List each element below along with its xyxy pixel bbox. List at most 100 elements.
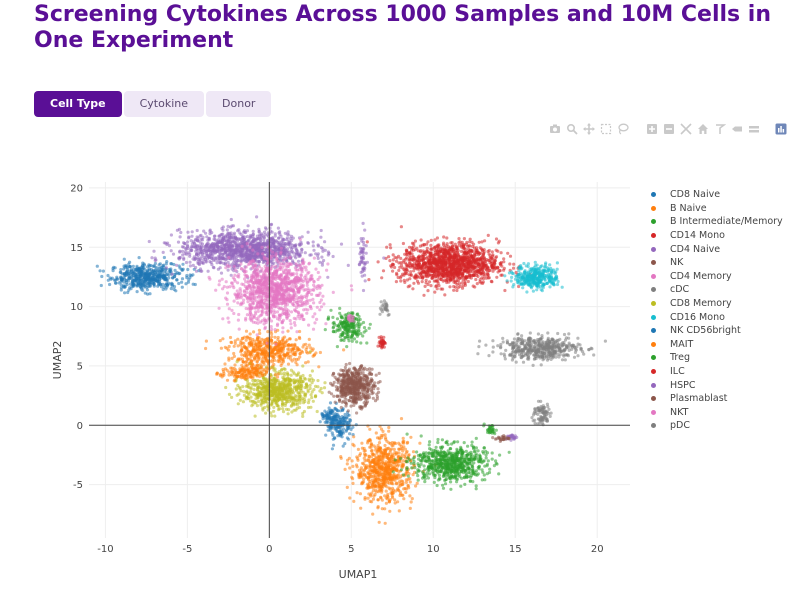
data-point: [260, 359, 264, 363]
camera-icon[interactable]: [548, 122, 561, 135]
data-point: [474, 436, 478, 440]
data-point: [180, 277, 185, 281]
data-point: [448, 285, 452, 289]
data-point: [402, 258, 406, 262]
data-point: [412, 269, 416, 273]
data-point: [481, 450, 485, 454]
data-point: [176, 240, 181, 244]
data-point: [419, 272, 423, 276]
data-point: [366, 470, 370, 474]
lasso-icon[interactable]: [616, 122, 629, 135]
data-point: [453, 476, 457, 480]
data-point: [354, 423, 358, 427]
data-point: [455, 288, 459, 293]
data-point: [206, 269, 210, 273]
data-point: [478, 278, 482, 282]
data-point: [119, 268, 123, 272]
data-point: [398, 490, 402, 494]
plotly-logo-icon[interactable]: [774, 122, 787, 135]
data-point: [430, 269, 434, 273]
data-point: [429, 243, 433, 247]
data-point: [410, 497, 414, 501]
data-point: [405, 466, 409, 470]
data-point: [119, 288, 123, 292]
data-point: [355, 491, 359, 495]
data-point: [326, 317, 330, 321]
data-point: [446, 470, 450, 474]
data-point: [371, 482, 375, 486]
hover-closest-icon[interactable]: [730, 122, 743, 135]
data-point: [454, 258, 458, 262]
data-point: [293, 344, 297, 348]
data-point: [180, 285, 184, 289]
tab-cell-type[interactable]: Cell Type: [34, 91, 122, 117]
data-point: [340, 435, 344, 439]
data-point: [331, 325, 336, 329]
tab-donor[interactable]: Donor: [206, 91, 272, 117]
data-point: [443, 250, 447, 254]
data-point: [326, 428, 330, 432]
zoom-in-icon[interactable]: [645, 122, 658, 135]
data-point: [443, 455, 447, 459]
data-point: [452, 284, 456, 289]
data-point: [201, 260, 205, 265]
data-point: [498, 269, 502, 273]
data-point: [354, 331, 358, 335]
data-point: [257, 356, 261, 360]
data-point: [422, 243, 426, 247]
data-point: [173, 268, 177, 272]
data-point: [223, 345, 227, 349]
data-point: [394, 481, 399, 485]
data-point: [316, 252, 320, 256]
data-point: [437, 270, 441, 274]
data-point: [373, 479, 378, 483]
data-point: [335, 429, 339, 433]
data-point: [399, 261, 403, 265]
data-point: [273, 358, 277, 362]
data-point: [223, 362, 227, 366]
data-point: [506, 251, 510, 255]
data-point: [440, 438, 444, 442]
data-point: [476, 449, 480, 453]
home-icon[interactable]: [696, 122, 709, 135]
data-point: [391, 258, 395, 262]
data-point: [419, 238, 423, 242]
data-point: [442, 235, 446, 239]
data-point: [432, 454, 436, 458]
data-point: [474, 452, 478, 456]
data-point: [341, 444, 345, 448]
data-point: [444, 244, 448, 248]
data-point: [374, 469, 378, 473]
data-point: [348, 325, 352, 329]
tab-cytokine[interactable]: Cytokine: [123, 91, 205, 117]
data-point: [388, 509, 392, 513]
data-point: [454, 469, 458, 473]
data-point: [464, 449, 468, 453]
data-point: [451, 278, 455, 282]
data-point: [272, 362, 276, 367]
data-point: [272, 347, 276, 351]
zoom-icon[interactable]: [565, 122, 578, 135]
autoscale-icon[interactable]: [679, 122, 692, 135]
data-point: [134, 272, 138, 277]
data-point: [151, 280, 155, 284]
pan-icon[interactable]: [582, 122, 595, 135]
data-point: [417, 265, 421, 269]
data-point: [484, 276, 488, 280]
data-point: [386, 478, 391, 482]
hover-compare-icon[interactable]: [747, 122, 760, 135]
data-point: [423, 284, 427, 288]
data-point: [468, 244, 472, 248]
data-point: [233, 363, 237, 367]
data-point: [249, 351, 253, 355]
data-point: [252, 356, 256, 360]
zoom-out-icon[interactable]: [662, 122, 675, 135]
data-point: [185, 274, 189, 278]
spike-lines-icon[interactable]: [713, 122, 726, 135]
data-point: [331, 433, 335, 437]
box-select-icon[interactable]: [599, 122, 612, 135]
data-point: [154, 268, 158, 272]
data-point: [376, 260, 380, 264]
data-point: [362, 330, 366, 334]
